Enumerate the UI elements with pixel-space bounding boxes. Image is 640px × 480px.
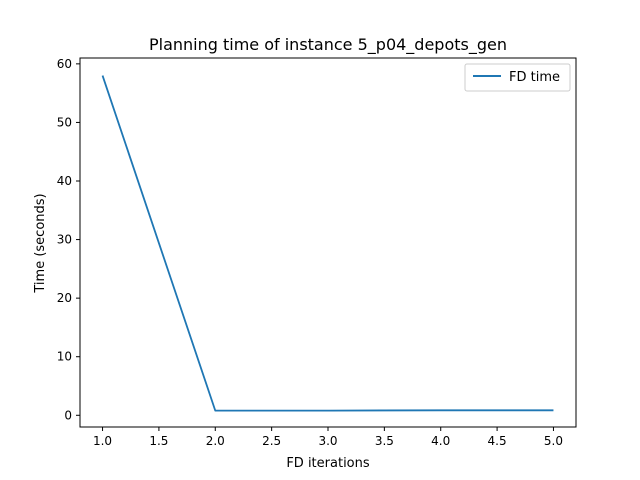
y-tick-label: 30 <box>57 233 72 247</box>
x-tick-label: 5.0 <box>544 434 563 448</box>
x-axis: 1.0 1.5 2.0 2.5 3.0 3.5 4.0 4.5 5.0 <box>93 427 563 448</box>
x-tick-label: 2.0 <box>206 434 225 448</box>
y-axis-label: Time (seconds) <box>33 193 48 293</box>
x-tick-label: 4.0 <box>431 434 450 448</box>
legend: FD time <box>464 63 571 92</box>
x-tick-label: 2.5 <box>262 434 281 448</box>
plot-area <box>79 57 577 428</box>
plot-frame <box>79 57 577 428</box>
x-tick-label: 1.5 <box>149 434 168 448</box>
y-tick-label: 10 <box>57 350 72 364</box>
x-tick-label: 4.5 <box>488 434 507 448</box>
series-layer <box>101 75 554 412</box>
y-axis: 0 10 20 30 40 50 60 <box>57 57 80 422</box>
x-tick-label: 3.0 <box>318 434 337 448</box>
y-tick-label: 20 <box>57 291 72 305</box>
y-tick-label: 0 <box>64 408 72 422</box>
legend-box <box>464 63 571 92</box>
y-tick-label: 50 <box>57 115 72 129</box>
y-tick-label: 60 <box>57 57 72 71</box>
legend-label: FD time <box>509 70 560 85</box>
chart-title: Planning time of instance 5_p04_depots_g… <box>149 35 507 55</box>
y-tick-label: 40 <box>57 174 72 188</box>
series-line <box>101 75 554 412</box>
x-tick-label: 1.0 <box>93 434 112 448</box>
x-tick-label: 3.5 <box>375 434 394 448</box>
x-axis-label: FD iterations <box>286 456 370 471</box>
